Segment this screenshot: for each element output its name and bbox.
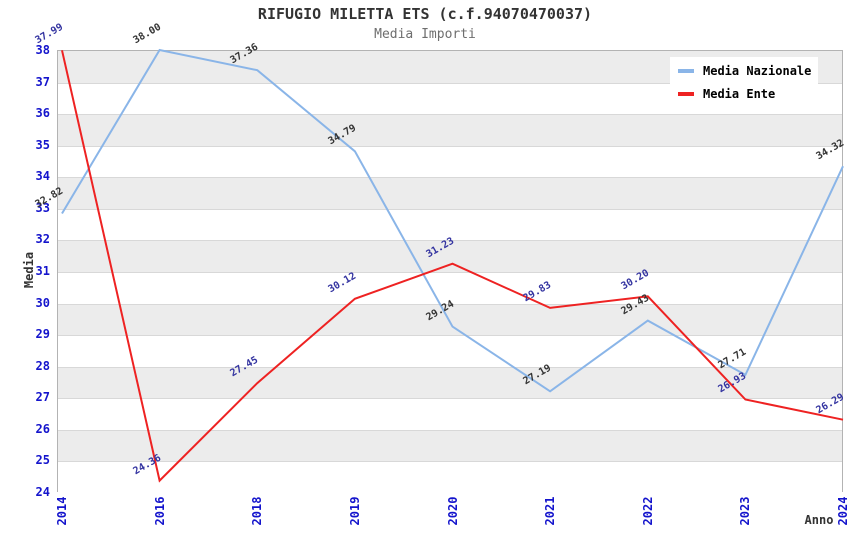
- x-tick-label: 2014: [55, 496, 69, 526]
- y-tick-label: 25: [35, 453, 50, 468]
- y-tick-label: 27: [35, 390, 50, 405]
- y-tick-label: 28: [35, 358, 50, 373]
- y-tick-label: 35: [35, 137, 50, 152]
- x-axis-title: Anno: [804, 513, 834, 527]
- y-tick-label: 37: [35, 74, 50, 89]
- x-tick-label: 2021: [543, 496, 558, 526]
- gridline: [58, 429, 842, 431]
- gridline: [58, 208, 842, 210]
- x-tick-label: 2022: [640, 496, 655, 526]
- grid-band: [58, 177, 842, 209]
- chart-title: RIFUGIO MILETTA ETS (c.f.94070470037): [257, 5, 593, 23]
- y-tick-label: 31: [35, 264, 50, 278]
- gridline: [58, 398, 842, 400]
- grid-band: [58, 429, 842, 462]
- chart-subtitle: Media Importi: [374, 27, 476, 42]
- grid-band: [58, 398, 842, 430]
- data-point-label: 38.00: [131, 21, 163, 47]
- gridline: [58, 114, 842, 116]
- gridline: [58, 335, 842, 337]
- y-tick-label: 36: [35, 106, 50, 121]
- legend: Media Nazionale Media Ente: [670, 57, 818, 107]
- legend-line-icon: [678, 68, 694, 73]
- x-tick-label: 2018: [250, 496, 265, 526]
- y-tick-label: 29: [35, 327, 50, 342]
- legend-label: Media Nazionale: [703, 63, 812, 78]
- grid-band: [58, 145, 842, 178]
- y-tick-label: 38: [35, 43, 50, 57]
- y-tick-label: 30: [35, 295, 50, 310]
- x-tick-label: 2019: [347, 496, 362, 526]
- gridline: [58, 272, 842, 273]
- gridline: [58, 145, 842, 147]
- plot-area: [57, 50, 843, 493]
- y-tick-label: 34: [35, 169, 50, 184]
- x-tick-label: 2020: [445, 496, 460, 526]
- x-tick-label: 2023: [738, 496, 753, 526]
- gridline: [58, 461, 842, 463]
- legend-item: Media Nazionale: [670, 59, 818, 82]
- y-tick-label: 26: [35, 421, 50, 436]
- grid-band: [58, 461, 842, 493]
- gridline: [58, 177, 842, 179]
- y-tick-label: 33: [35, 200, 50, 215]
- legend-item: Media Ente: [670, 82, 818, 105]
- legend-label: Media Ente: [703, 86, 776, 101]
- x-tick-label: 2016: [152, 496, 167, 526]
- grid-band: [58, 114, 842, 146]
- y-tick-label: 24: [35, 485, 50, 499]
- y-tick-label: 32: [35, 232, 50, 247]
- legend-line-icon: [678, 91, 694, 96]
- x-tick-label: 2024: [836, 496, 850, 526]
